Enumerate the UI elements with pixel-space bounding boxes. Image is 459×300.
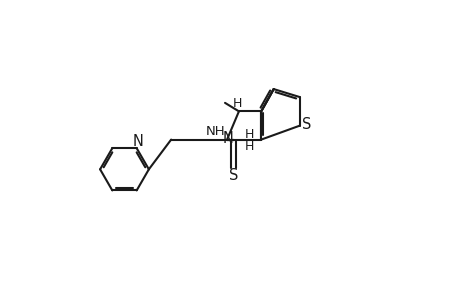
Text: S: S [229, 168, 238, 183]
Text: H: H [232, 97, 241, 110]
Text: NH: NH [206, 125, 225, 138]
Text: H: H [244, 128, 253, 141]
Text: N: N [223, 130, 234, 146]
Text: S: S [301, 117, 310, 132]
Text: H: H [244, 140, 253, 153]
Text: N: N [133, 134, 143, 149]
